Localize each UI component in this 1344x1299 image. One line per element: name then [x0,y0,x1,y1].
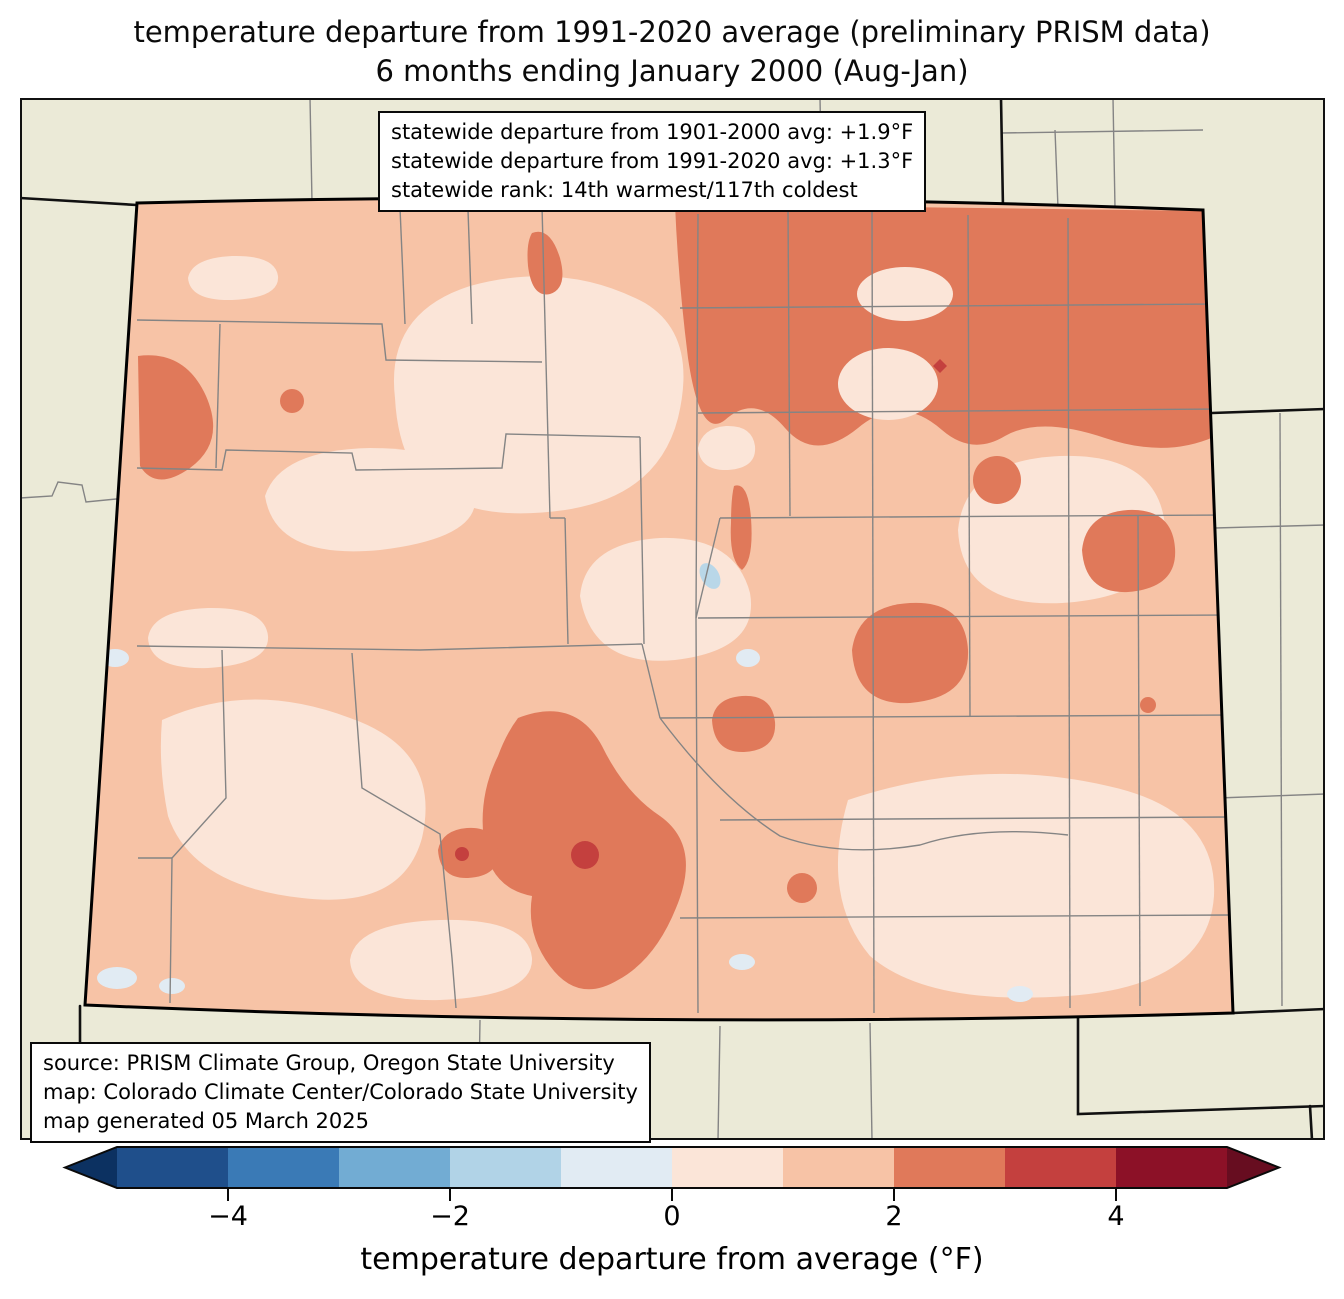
colorbar-seg-10 [1116,1147,1227,1188]
stats-line-1991-2020: statewide departure from 1991-2020 avg: … [391,149,914,173]
colorbar-axis-label: temperature departure from average (°F) [360,1242,984,1277]
colorbar-under-arrow [65,1147,117,1188]
map-title-line1: temperature departure from 1991-2020 ave… [133,15,1211,49]
colorado-map [18,96,1327,1142]
colorbar-seg-4 [450,1147,561,1188]
map-title-line2: 6 months ending January 2000 (Aug-Jan) [375,54,969,88]
colorbar-seg-1 [117,1147,228,1188]
neighbor-state-borders [18,96,1327,1142]
colorbar-tick-label-4: 4 [1107,1201,1125,1232]
source-line: source: PRISM Climate Group, Oregon Stat… [43,1051,615,1075]
stats-line-rank: statewide rank: 14th warmest/117th colde… [391,178,858,202]
colorbar-outline [62,1146,1282,1189]
temp-patches-below-normal [97,649,1033,1002]
colorbar-svg [62,1146,1282,1201]
stats-line-1901-2000: statewide departure from 1901-2000 avg: … [391,120,914,144]
colorbar-tick-label-2: 2 [885,1201,903,1232]
colorbar-tick-label-0: 0 [663,1201,681,1232]
colorbar-seg-3 [339,1147,450,1188]
map-credit-line: map: Colorado Climate Center/Colorado St… [43,1080,638,1104]
colorbar-seg-2 [228,1147,339,1188]
temp-patches-0-1 [148,255,1215,1001]
colorbar-tick-label-neg2: −2 [430,1201,470,1232]
map-frame [20,98,1325,1140]
temp-patches-3-4 [455,359,947,869]
generated-date-line: map generated 05 March 2025 [43,1109,370,1133]
colorbar [40,1140,1304,1202]
colorbar-over-arrow [1227,1147,1279,1188]
temp-holes-0-1 [838,267,953,420]
map-area [18,96,1327,1142]
colorbar-tick-label-neg4: −4 [208,1201,248,1232]
colorbar-seg-6 [672,1147,783,1188]
county-lines [136,205,1232,1014]
colorbar-seg-8 [894,1147,1005,1188]
statewide-stats-box: statewide departure from 1901-2000 avg: … [378,111,927,212]
colorbar-tick-marks [227,1188,1117,1201]
colorbar-seg-9 [1005,1147,1116,1188]
colorbar-seg-5 [561,1147,672,1188]
source-box: source: PRISM Climate Group, Oregon Stat… [30,1042,651,1143]
colorbar-seg-7 [783,1147,894,1188]
